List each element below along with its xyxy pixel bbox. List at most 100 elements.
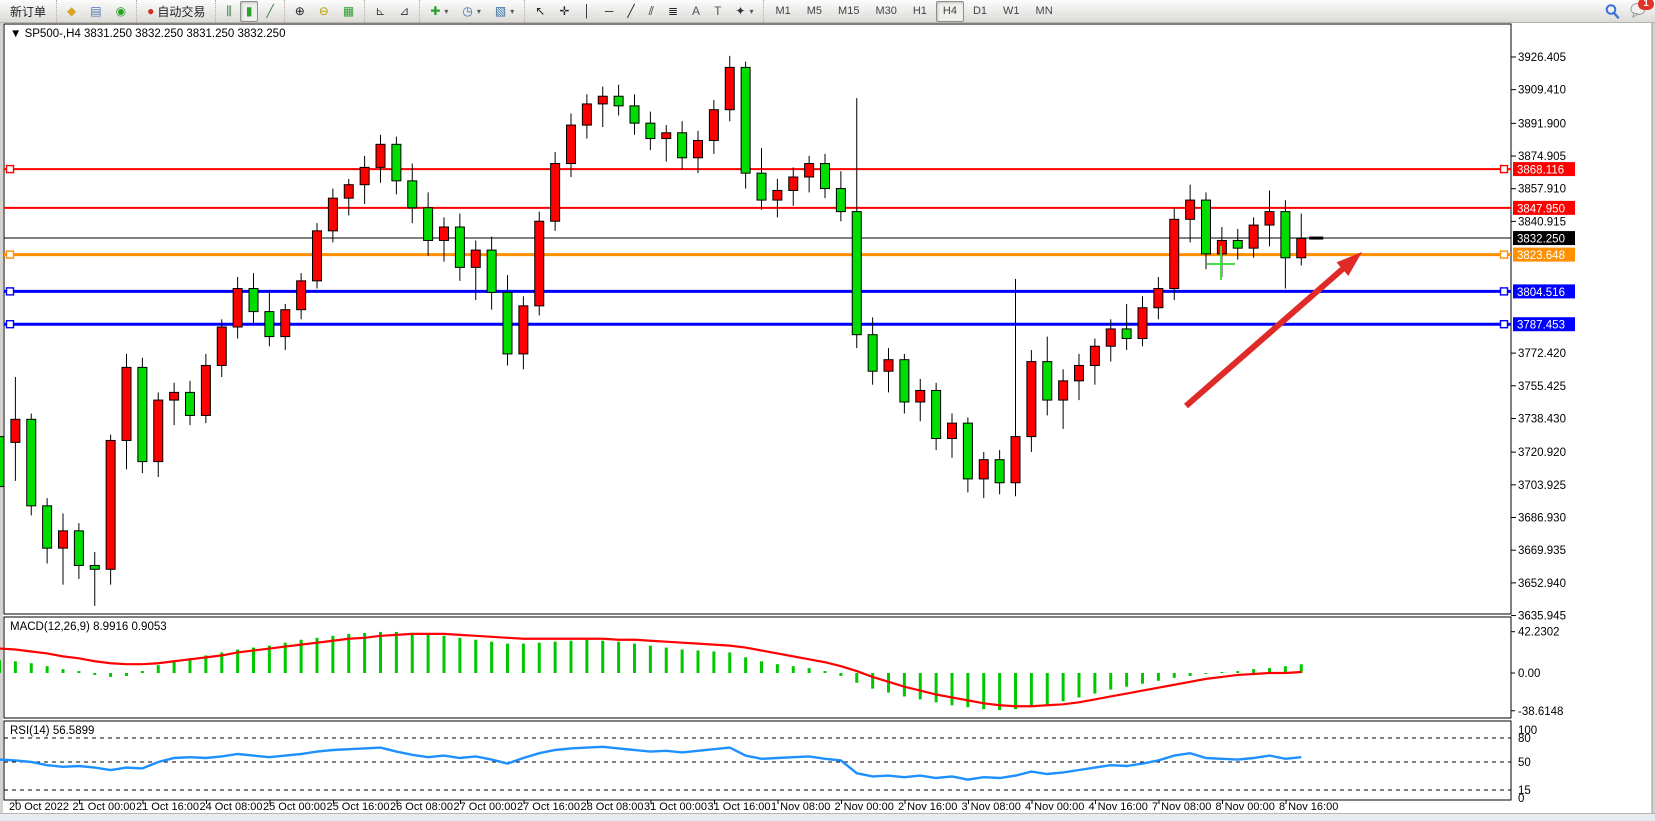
line-handle[interactable] — [1499, 320, 1509, 329]
timeframe-h1-button[interactable]: H1 — [912, 5, 927, 17]
time-label: 31 Oct 00:00 — [644, 801, 707, 813]
chevron-down-icon: ▾ — [510, 6, 515, 16]
time-label: 4 Nov 00:00 — [1025, 801, 1084, 813]
channel-icon[interactable]: ⫽ — [643, 1, 660, 22]
time-label: 25 Oct 16:00 — [327, 801, 390, 813]
line-handle[interactable] — [1499, 164, 1509, 174]
trend-arrow-shaft[interactable] — [1184, 261, 1351, 409]
candle — [1137, 307, 1148, 340]
candle — [740, 66, 751, 174]
bar-chart-icon[interactable]: ⫼ — [220, 1, 238, 22]
price-tick-label: 3738.430 — [1518, 413, 1566, 425]
toolbar-right: 1 — [1604, 0, 1655, 21]
horizontal-line-icon[interactable]: ─ — [599, 1, 620, 22]
candle — [232, 288, 243, 328]
timeframe-m5-button[interactable]: M5 — [806, 5, 823, 17]
periods-clock-icon[interactable]: ◷ ▾ — [456, 1, 487, 22]
rsi-axis-label: 100 — [1518, 725, 1537, 737]
timeframe-m1-button[interactable]: M1 — [775, 5, 791, 17]
candle — [10, 418, 21, 443]
crosshair-icon[interactable]: ✛ — [553, 1, 575, 22]
navigator-icon: ◉ — [115, 4, 127, 18]
cursor-icon[interactable]: ↖ — [529, 1, 551, 22]
candle — [994, 459, 1005, 484]
price-tick-label: 3703.925 — [1518, 480, 1566, 492]
candle — [391, 143, 402, 182]
macd-signal-line — [0, 632, 1302, 708]
templates-icon[interactable]: ▧ ▾ — [489, 1, 520, 22]
candle — [867, 334, 878, 372]
fibonacci-icon[interactable]: ≣ — [662, 1, 684, 22]
line-chart-icon[interactable]: ╱ — [260, 1, 279, 22]
candle — [359, 166, 370, 186]
trend-arrow-head[interactable] — [1336, 252, 1362, 276]
navigator-icon[interactable]: ◉ — [110, 1, 132, 22]
chat-notification-icon[interactable]: 1 — [1630, 0, 1654, 21]
zoom-in-icon[interactable]: ⊕ — [289, 1, 311, 22]
timeframe-w1-button[interactable]: W1 — [1003, 5, 1020, 17]
add-indicator-icon[interactable]: ✚ ▾ — [424, 1, 454, 22]
candle — [835, 188, 846, 213]
line-handle[interactable] — [5, 164, 15, 174]
bar-chart-icon: ⫼ — [226, 4, 232, 18]
candle — [915, 389, 926, 403]
timeframe-m30-button[interactable]: M30 — [875, 5, 897, 17]
candle — [296, 280, 307, 311]
window-bottom-edge — [0, 813, 1655, 821]
candle — [693, 139, 703, 159]
panel-toggle-group: ◆ ▤ ◉ — [56, 0, 136, 22]
rsi-line — [0, 745, 1302, 781]
auto-trading-label: 自动交易 — [157, 4, 206, 19]
price-tick-label: 3874.905 — [1518, 151, 1566, 163]
time-label: 31 Oct 16:00 — [708, 801, 771, 813]
toolbar: 新订单 ◆ ▤ ◉ ● 自动交易 ⫼ ▮ ╱ ⊕ ⊖ ▦ ⊾ ⊿ ✚ ▾ ◷ ▾ ▧ ▾ ↖ ✛ │ ─ ╱ ⫽ ≣… — [0, 0, 1655, 23]
candle — [248, 288, 259, 313]
data-window-icon: ▤ — [90, 4, 102, 18]
auto-trading-button[interactable]: ● 自动交易 — [141, 1, 211, 22]
price-tick-label: 3909.410 — [1518, 85, 1566, 97]
candle — [121, 366, 132, 441]
price-line-label: 3823.648 — [1517, 250, 1565, 262]
macd-pane — [3, 616, 1512, 719]
zoom-out-icon[interactable]: ⊖ — [313, 1, 335, 22]
new-order-label: 新订单 — [10, 4, 47, 19]
chart-canvas: 3926.405 3909.410 3891.900 3874.905 3857.910… — [0, 23, 1653, 813]
timeframe-h4-button[interactable]: H4 — [935, 0, 964, 22]
timeframe-mn-button[interactable]: MN — [1035, 5, 1053, 17]
vertical-line-icon[interactable]: │ — [577, 1, 597, 22]
market-watch-icon[interactable]: ◆ — [61, 1, 82, 22]
time-label: 3 Nov 08:00 — [962, 801, 1021, 813]
candle — [518, 305, 529, 355]
candle — [724, 66, 735, 111]
text-label-icon[interactable]: T — [708, 1, 727, 22]
new-order-button[interactable]: 新订单 — [4, 1, 52, 22]
trendline-icon[interactable]: ╱ — [621, 1, 640, 22]
data-window-icon[interactable]: ▤ — [84, 1, 107, 22]
line-handle[interactable] — [5, 320, 15, 329]
line-handle[interactable] — [5, 250, 15, 259]
candles — [0, 55, 1307, 606]
timeframe-m15-button[interactable]: M15 — [838, 5, 860, 17]
line-handle[interactable] — [1499, 250, 1509, 259]
auto-trading-icon: ● — [147, 4, 155, 18]
search-icon[interactable] — [1604, 3, 1620, 19]
notification-badge: 1 — [1638, 0, 1654, 10]
chart-shift-icon[interactable]: ⊿ — [393, 1, 415, 22]
line-handle[interactable] — [1499, 287, 1509, 296]
horizontal-line-icon: ─ — [604, 4, 614, 18]
candle — [1074, 364, 1084, 382]
timeframe-d1-button[interactable]: D1 — [972, 5, 988, 17]
candle — [200, 364, 211, 416]
price-line-label-box — [1513, 284, 1575, 299]
candle — [1089, 345, 1100, 366]
arrows-shapes-icon[interactable]: ✦ ▾ — [729, 1, 759, 22]
auto-scroll-icon[interactable]: ⊾ — [369, 1, 391, 22]
price-tick-label: 3635.945 — [1518, 611, 1566, 623]
text-icon[interactable]: A — [686, 1, 706, 22]
candle — [185, 391, 195, 416]
candlestick-chart-icon[interactable]: ▮ — [239, 0, 259, 22]
candle — [280, 309, 291, 338]
tile-windows-icon[interactable]: ▦ — [337, 1, 360, 22]
candle — [947, 422, 957, 440]
line-handle[interactable] — [5, 287, 15, 296]
